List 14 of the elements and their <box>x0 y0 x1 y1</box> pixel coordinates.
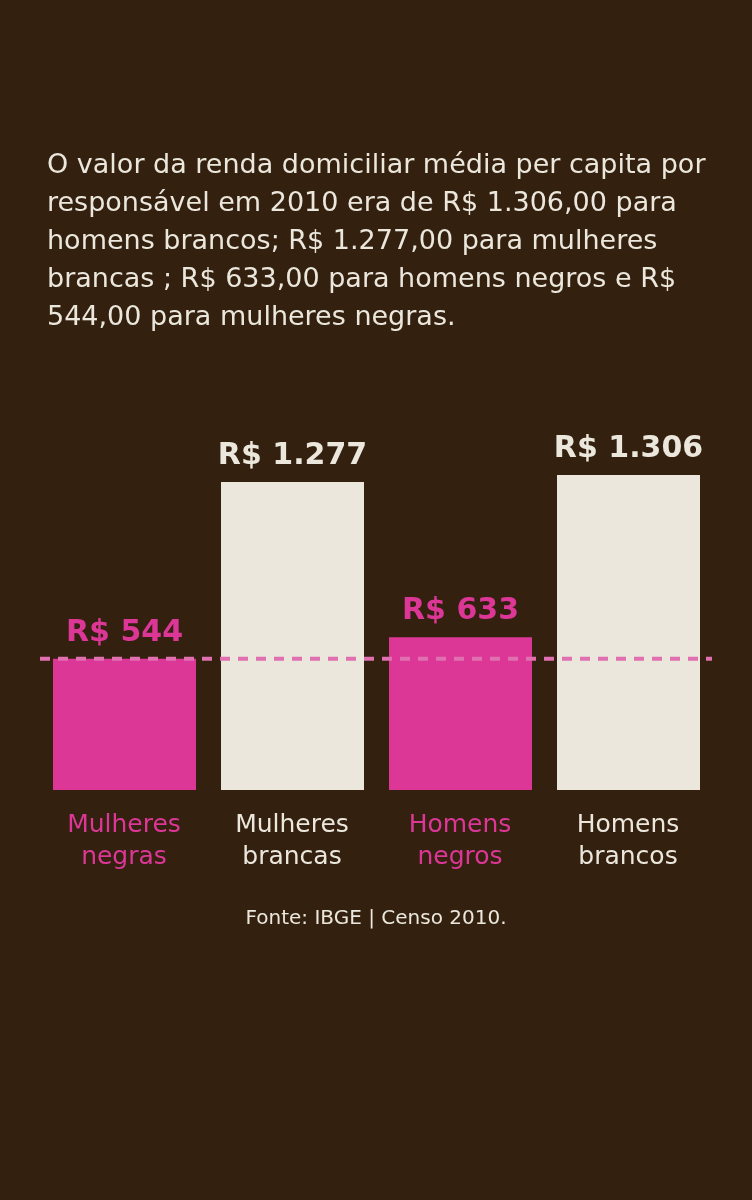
chart-title: O valor da renda domiciliar média per capita por responsável em 2010 era de R$ 1.306,00 para homens brancos; R$ 1.277,00 para mulheres brancas ; R$ 633,00 para homens negros e R$ 544,00 para mulheres negras. <box>47 147 707 333</box>
data-label: R$ 1.277 <box>217 435 368 471</box>
x-tick-label: Mulheres brancas <box>235 809 349 870</box>
bar <box>389 637 532 790</box>
bar <box>557 475 700 790</box>
source-note: Fonte: IBGE | Censo 2010. <box>244 905 508 929</box>
x-tick-label: Homens negros <box>408 809 512 870</box>
data-label: R$ 544 <box>65 612 184 648</box>
data-label: R$ 1.306 <box>553 429 704 464</box>
x-tick-label: Homens brancos <box>576 809 680 870</box>
bar <box>221 481 364 790</box>
data-label: R$ 633 <box>401 591 520 627</box>
x-tick-label: Mulheres negras <box>67 809 181 870</box>
bar <box>53 658 196 790</box>
